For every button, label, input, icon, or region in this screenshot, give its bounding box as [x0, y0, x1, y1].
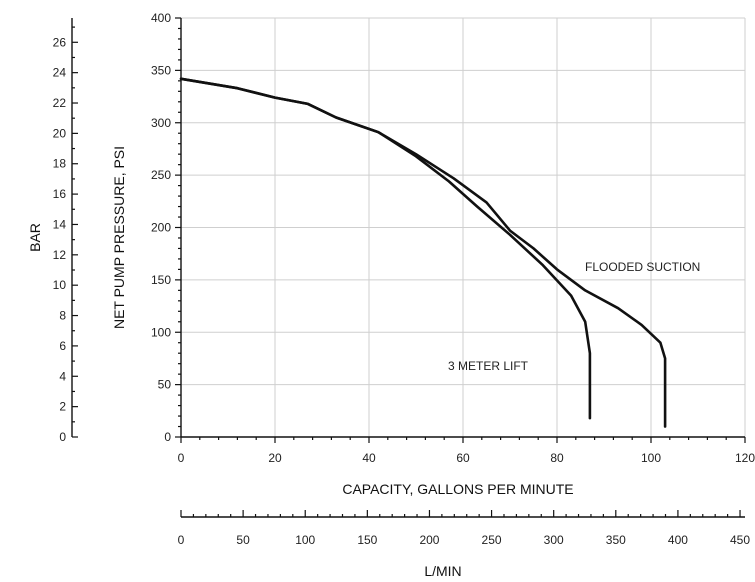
y-tick-label: 100 [151, 325, 171, 339]
x-tick-label: 40 [362, 451, 376, 465]
annotation-3-meter-lift: 3 METER LIFT [448, 359, 529, 373]
lmin-tick-label: 300 [544, 533, 564, 547]
x-axis-title: CAPACITY, GALLONS PER MINUTE [342, 481, 573, 497]
lmin-tick-label: 100 [295, 533, 315, 547]
bar-tick-label: 8 [59, 309, 66, 323]
y-tick-label: 0 [164, 430, 171, 444]
bar-tick-label: 16 [53, 187, 67, 201]
plot-curves [179, 77, 667, 428]
lmin-tick-label: 250 [482, 533, 502, 547]
bar-tick-label: 26 [53, 35, 67, 49]
x-tick-label: 120 [735, 451, 755, 465]
x-tick-label: 80 [550, 451, 564, 465]
lmin-tick-label: 450 [730, 533, 750, 547]
bar-axis-title: BAR [27, 223, 43, 252]
bar-tick-label: 6 [59, 339, 66, 353]
y-tick-label: 400 [151, 11, 171, 25]
y-tick-label: 350 [151, 63, 171, 77]
lmin-tick-label: 200 [419, 533, 439, 547]
bar-tick-label: 2 [59, 400, 66, 414]
plot-axes [71, 17, 746, 518]
lmin-tick-label: 350 [606, 533, 626, 547]
y-tick-label: 150 [151, 273, 171, 287]
lmin-tick-label: 150 [357, 533, 377, 547]
bar-tick-label: 18 [53, 157, 67, 171]
y-tick-label: 200 [151, 221, 171, 235]
x-tick-label: 20 [268, 451, 282, 465]
lmin-tick-label: 400 [668, 533, 688, 547]
series-line-flooded-suction [179, 77, 667, 428]
series-line-3-meter-lift [179, 77, 592, 420]
y-tick-label: 250 [151, 168, 171, 182]
y-axis-title: NET PUMP PRESSURE, PSI [111, 146, 127, 329]
plot-grid [181, 17, 746, 437]
y-tick-label: 300 [151, 116, 171, 130]
annotation-flooded-suction: FLOODED SUCTION [585, 260, 700, 274]
lmin-tick-label: 0 [178, 533, 185, 547]
lmin-axis-title: L/MIN [424, 563, 461, 579]
x-tick-label: 100 [641, 451, 661, 465]
bar-tick-label: 4 [59, 369, 66, 383]
bar-tick-label: 10 [53, 278, 67, 292]
y-tick-label: 50 [158, 378, 172, 392]
bar-tick-label: 24 [53, 66, 67, 80]
bar-tick-label: 14 [53, 217, 67, 231]
bar-tick-label: 22 [53, 96, 67, 110]
bar-tick-label: 12 [53, 248, 67, 262]
bar-tick-label: 0 [59, 430, 66, 444]
lmin-tick-label: 50 [236, 533, 250, 547]
x-tick-label: 0 [178, 451, 185, 465]
x-tick-label: 60 [456, 451, 470, 465]
bar-tick-label: 20 [53, 126, 67, 140]
